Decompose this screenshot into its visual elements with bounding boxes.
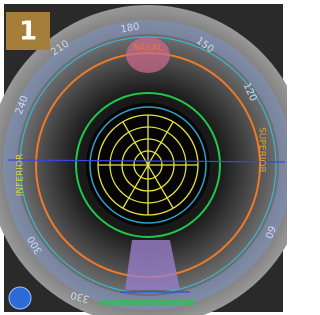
yellow-grid [98, 115, 198, 215]
bottom-label-bar [100, 300, 195, 305]
nasal-label: NASAL [133, 44, 163, 54]
superior-label: SUPERIOR [257, 127, 267, 173]
badge-number: 1 [19, 17, 37, 47]
marker-top [126, 37, 170, 73]
inferior-label: INFERIOR [16, 154, 26, 197]
eye-view: 1 NASAL INFERIOR SUPERIOR 18015012060330… [0, 0, 287, 315]
target-button[interactable] [9, 287, 31, 309]
